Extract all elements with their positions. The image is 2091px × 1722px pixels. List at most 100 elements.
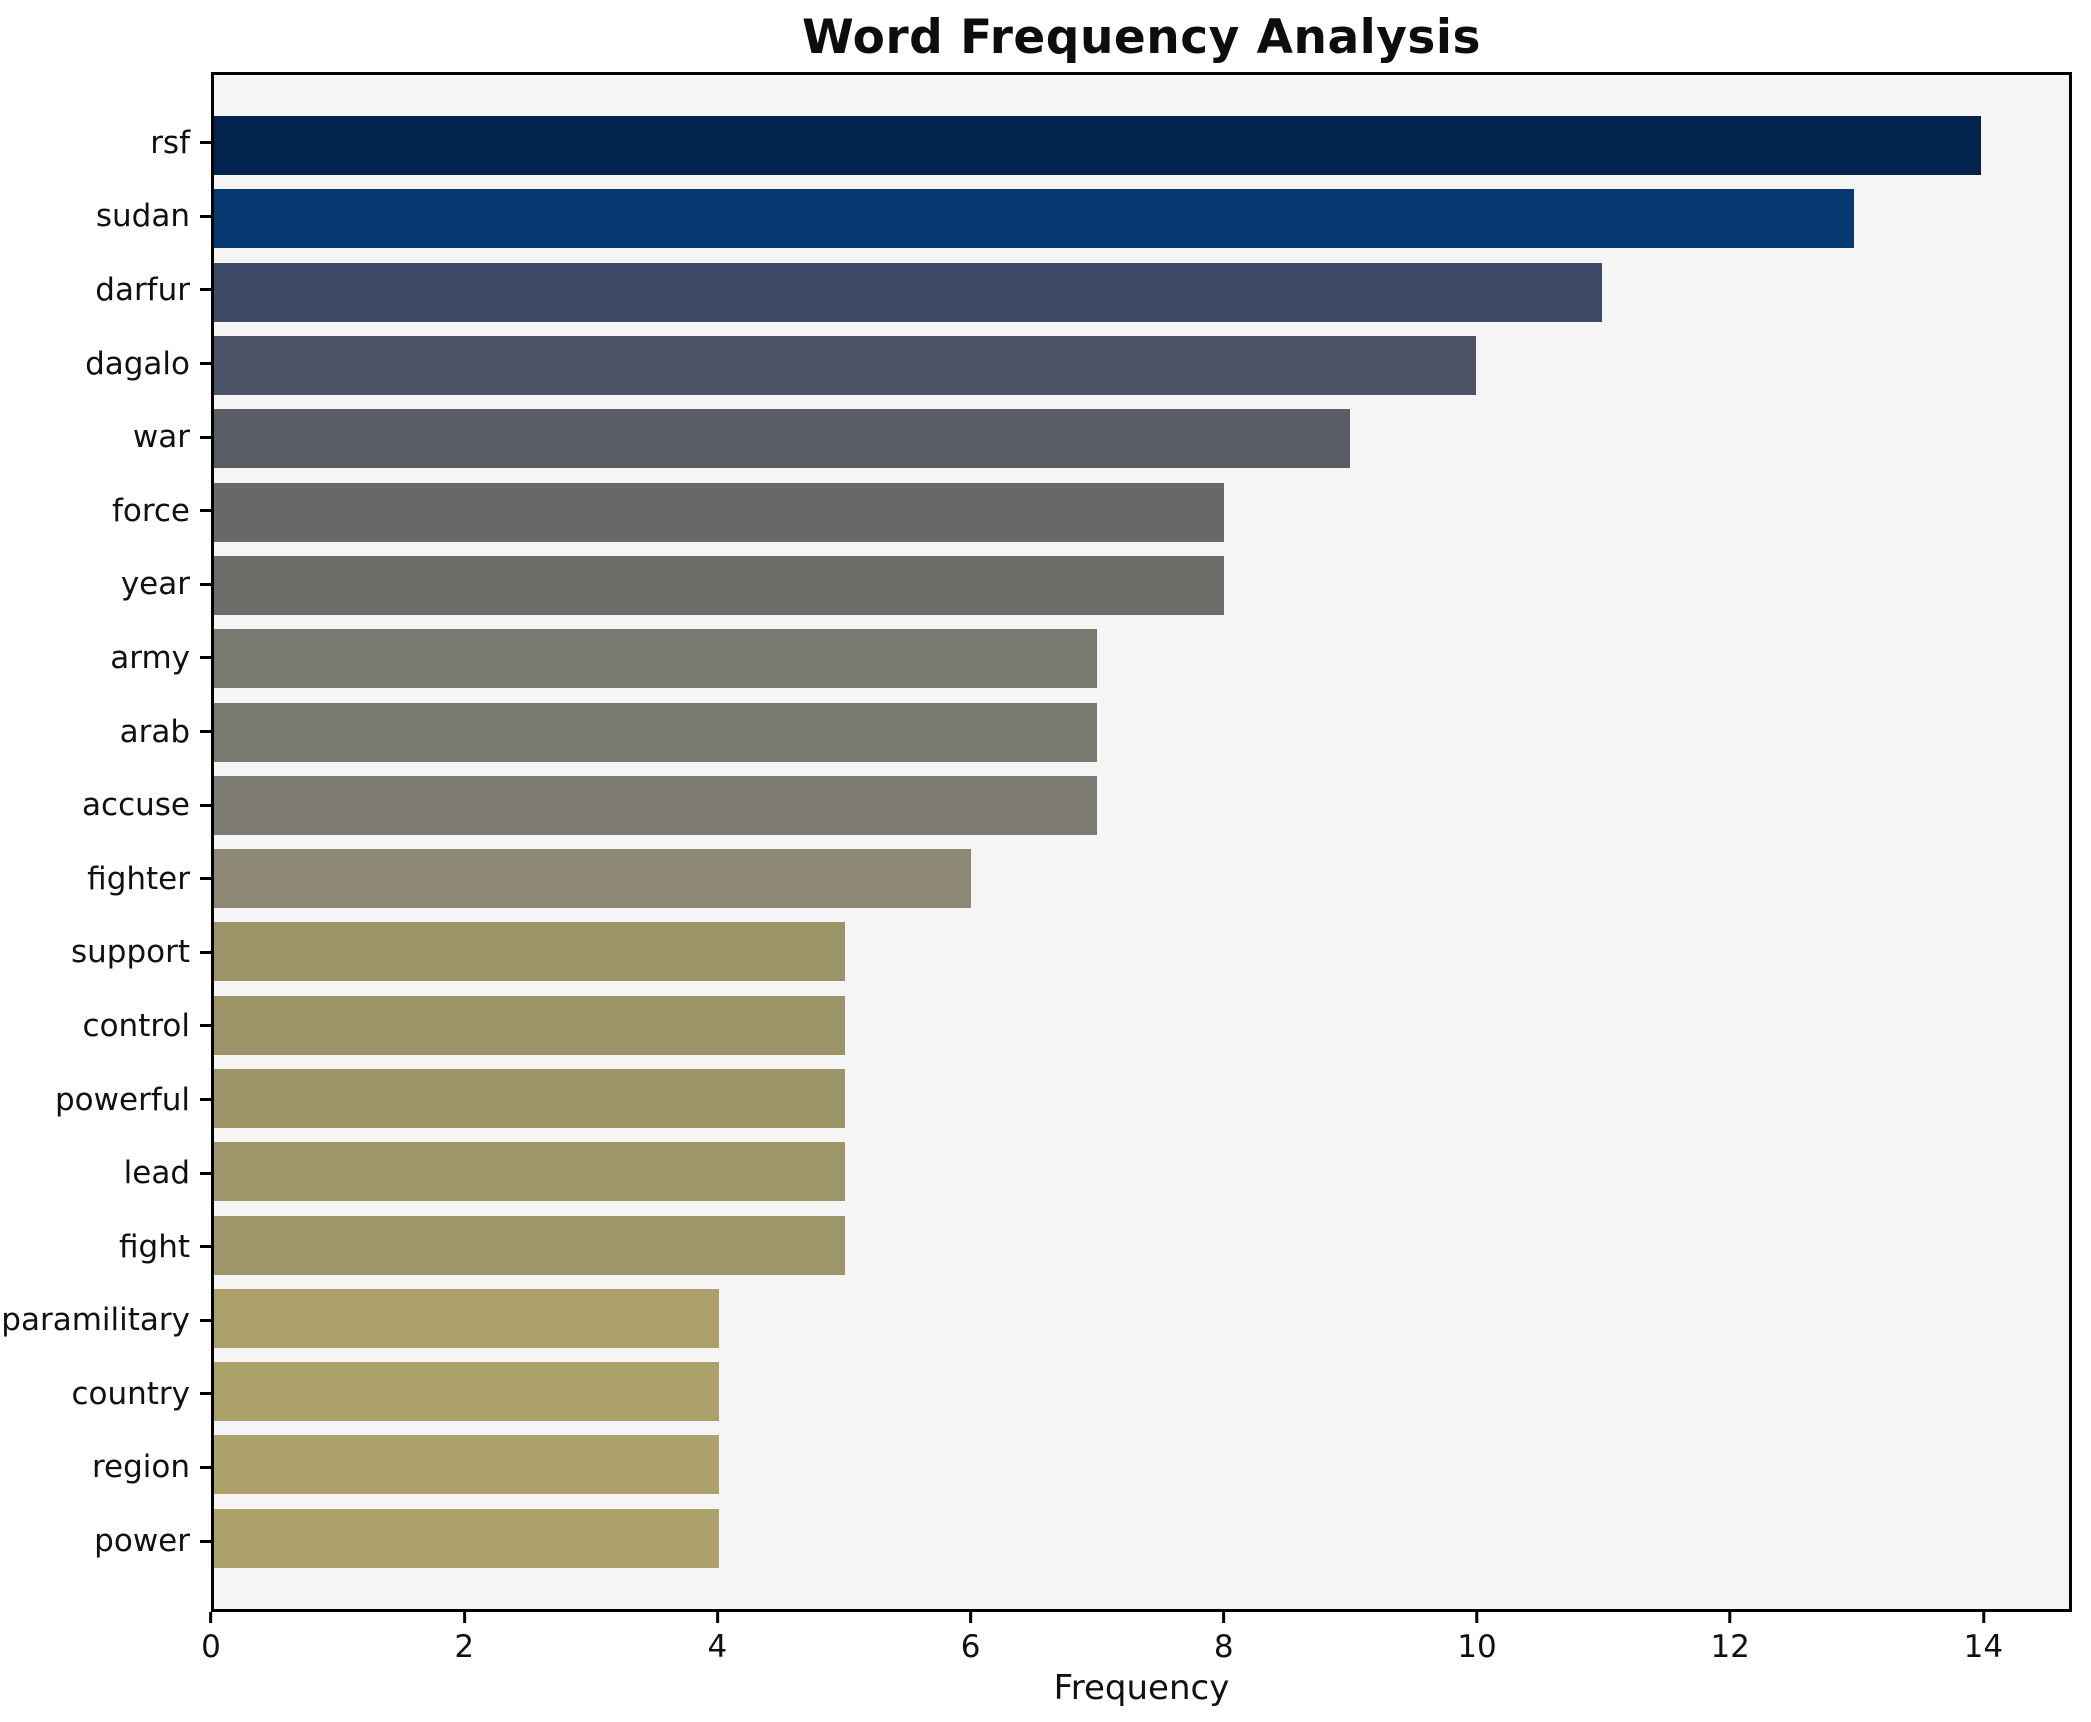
y-tick-mark (200, 1465, 211, 1469)
y-tick-mark (200, 1245, 211, 1249)
y-tick-row: force (0, 474, 211, 548)
bar-accuse (214, 775, 1098, 835)
x-tick-label: 8 (1213, 1629, 1234, 1665)
x-axis-title: Frequency (1053, 1668, 1230, 1708)
x-tick-label: 10 (1457, 1629, 1497, 1665)
bar-row (214, 475, 2069, 548)
y-tick-mark (200, 656, 211, 660)
y-tick-mark (200, 877, 211, 881)
bar-powerful (214, 1069, 845, 1128)
x-tick-14: 14 (1964, 1612, 2003, 1665)
y-tick-row: arab (0, 695, 211, 769)
y-tick-label-fighter: fighter (87, 860, 190, 897)
bar-row (214, 695, 2069, 768)
y-tick-label-rsf: rsf (150, 124, 190, 161)
y-tick-label-lead: lead (123, 1155, 190, 1192)
bar-row (214, 915, 2069, 988)
x-tick-label: 0 (201, 1629, 221, 1665)
bar-row (214, 1502, 2069, 1575)
y-tick-label-country: country (71, 1375, 190, 1412)
bar-fighter (214, 849, 972, 909)
x-tick-6: 6 (960, 1612, 981, 1665)
bar-row (214, 1062, 2069, 1135)
y-tick-mark (200, 1098, 211, 1102)
y-tick-mark (200, 1171, 211, 1175)
x-tick-mark (1475, 1612, 1479, 1623)
y-tick-row: darfur (0, 253, 211, 327)
y-tick-mark (200, 1539, 211, 1543)
y-tick-row: fight (0, 1210, 211, 1284)
y-tick-mark (200, 730, 211, 734)
bar-row (214, 1428, 2069, 1501)
bar-rsf (214, 116, 1981, 176)
x-tick-mark (1981, 1612, 1985, 1623)
y-tick-label-war: war (132, 419, 190, 456)
x-tick-label: 12 (1710, 1629, 1750, 1665)
y-tick-mark (200, 509, 211, 513)
x-tick-label: 4 (707, 1629, 728, 1665)
bar-war (214, 409, 1350, 469)
bar-row (214, 1208, 2069, 1281)
y-tick-row: region (0, 1431, 211, 1505)
y-tick-row: control (0, 989, 211, 1063)
y-tick-row: sudan (0, 180, 211, 254)
y-tick-row: paramilitary (0, 1284, 211, 1358)
y-tick-label-accuse: accuse (82, 787, 190, 824)
y-tick-mark (200, 582, 211, 586)
bar-darfur (214, 262, 1603, 322)
x-tick-mark (715, 1612, 719, 1623)
bar-arab (214, 702, 1098, 762)
y-tick-label-force: force (111, 492, 190, 529)
x-tick-8: 8 (1214, 1612, 1234, 1665)
x-tick-mark (462, 1612, 466, 1623)
bar-lead (214, 1142, 845, 1202)
y-tick-label-year: year (120, 566, 190, 603)
y-tick-label-army: army (110, 639, 190, 676)
x-tick-label: 2 (454, 1629, 475, 1665)
y-tick-mark (200, 362, 211, 366)
y-tick-mark (200, 1024, 211, 1028)
bar-force (214, 482, 1224, 542)
bar-country (214, 1362, 719, 1422)
y-tick-label-dagalo: dagalo (85, 345, 190, 382)
bar-region (214, 1435, 719, 1495)
bar-support (214, 922, 845, 982)
y-tick-row: support (0, 916, 211, 990)
bar-sudan (214, 189, 1855, 249)
bar-row (214, 402, 2069, 475)
y-axis: rsf sudan darfur dagalo war force year army arab… (0, 72, 211, 1612)
bar-row (214, 329, 2069, 402)
bar-row (214, 1355, 2069, 1428)
y-tick-label-fight: fight (118, 1228, 190, 1265)
y-tick-mark (200, 950, 211, 954)
bar-fight (214, 1215, 845, 1275)
y-tick-label-support: support (70, 934, 190, 971)
bar-army (214, 629, 1098, 689)
x-tick-mark (1728, 1612, 1732, 1623)
y-tick-row: accuse (0, 768, 211, 842)
y-tick-row: army (0, 621, 211, 695)
y-tick-label-darfur: darfur (95, 271, 190, 308)
y-tick-mark (200, 141, 211, 145)
bar-row (214, 109, 2069, 182)
y-tick-label-control: control (82, 1007, 190, 1044)
y-tick-label-paramilitary: paramilitary (1, 1302, 190, 1339)
x-tick-12: 12 (1710, 1612, 1750, 1665)
y-tick-mark (200, 1392, 211, 1396)
plot-area (211, 72, 2072, 1612)
y-tick-label-power: power (94, 1523, 190, 1560)
bar-row (214, 622, 2069, 695)
bar-row (214, 549, 2069, 622)
bar-year (214, 555, 1224, 615)
y-tick-row: power (0, 1504, 211, 1578)
y-tick-mark (200, 288, 211, 292)
y-tick-row: powerful (0, 1063, 211, 1137)
y-tick-row: dagalo (0, 327, 211, 401)
y-tick-label-arab: arab (119, 713, 190, 750)
x-tick-mark (209, 1612, 213, 1623)
x-tick-label: 6 (960, 1629, 981, 1665)
y-tick-row: country (0, 1357, 211, 1431)
bar-row (214, 1135, 2069, 1208)
bar-control (214, 995, 845, 1055)
